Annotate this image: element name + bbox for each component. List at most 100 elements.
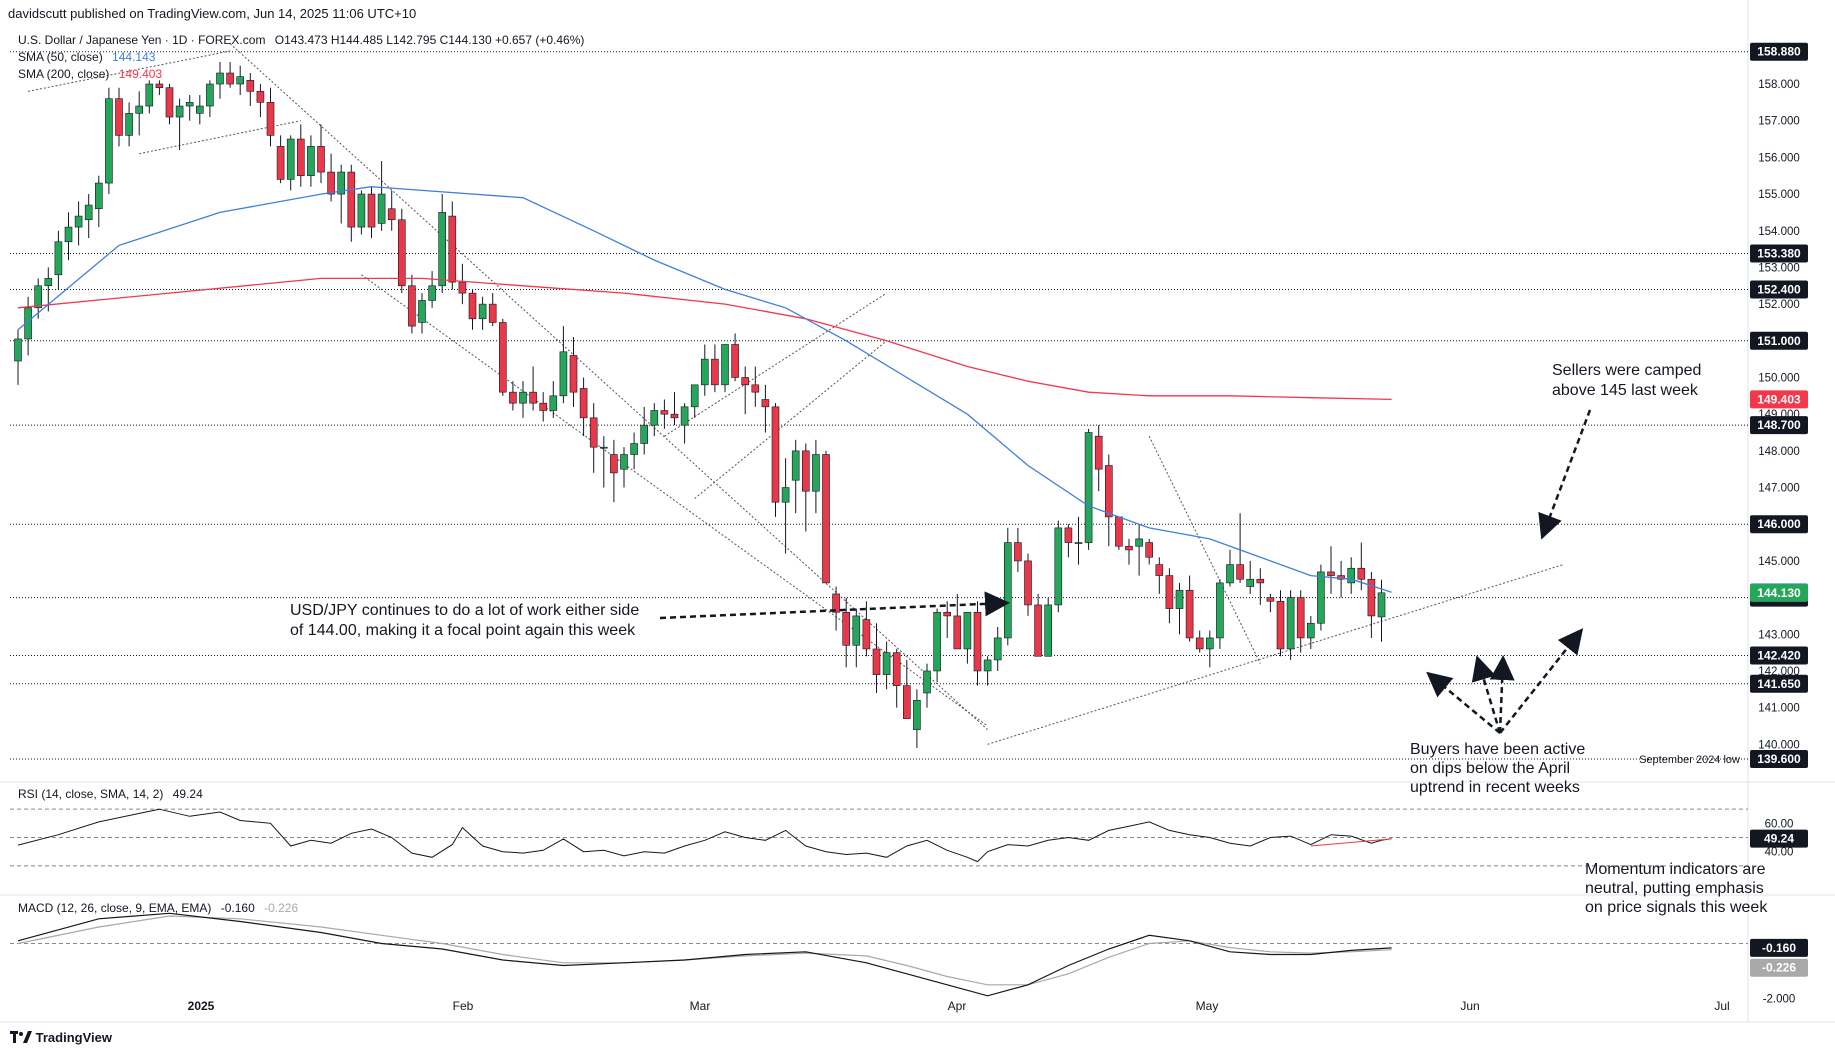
sma50-name: SMA (50, close)	[18, 50, 103, 64]
candle-body	[206, 83, 214, 107]
candle-body	[963, 611, 972, 650]
candle-body	[1246, 578, 1254, 587]
annotation-line: Sellers were camped	[1552, 362, 1701, 379]
macd-pane: -2.000 -0.160 -0.226	[10, 912, 1808, 1006]
candle-body	[307, 146, 315, 177]
candle-body	[983, 659, 992, 672]
candle-body	[1084, 432, 1093, 543]
candle-body	[721, 344, 729, 386]
annotation-line: of 144.00, making it a focal point again…	[290, 622, 636, 639]
level-label-bg	[1750, 646, 1808, 665]
sma200-value: 149.403	[118, 67, 163, 81]
candle-body	[408, 285, 416, 327]
macd-value-label: -0.160	[1762, 941, 1796, 955]
candle-body	[1165, 575, 1174, 609]
macd-value-bg	[1750, 938, 1808, 957]
candle-body	[1276, 600, 1285, 650]
macd-legend[interactable]: MACD (12, 26, close, 9, EMA, EMA) -0.160…	[18, 901, 298, 915]
candle-body	[216, 72, 224, 85]
macd-signal-legend-value: -0.226	[264, 901, 299, 915]
candle-body	[1064, 527, 1073, 543]
level-label-bg	[1750, 280, 1808, 299]
price-tick: 141.000	[1758, 703, 1800, 715]
symbol-title: U.S. Dollar / Japanese Yen · 1D · FOREX.…	[18, 33, 266, 47]
rsi-value-label: 49.24	[1764, 832, 1794, 846]
trendline	[1148, 435, 1261, 664]
candle-body	[751, 384, 760, 393]
level-label-bg	[1750, 515, 1808, 534]
candle-body	[953, 615, 962, 650]
publish-header: davidscutt published on TradingView.com,…	[8, 6, 417, 21]
trendline	[664, 292, 887, 437]
candle-body	[882, 652, 891, 675]
candle-body	[387, 208, 396, 221]
candle-body	[1003, 542, 1012, 639]
candle-body	[933, 611, 941, 672]
candle-body	[973, 611, 982, 672]
sma50-value: 144.143	[112, 50, 156, 64]
candle-body	[1317, 571, 1325, 624]
candle-body	[115, 98, 123, 136]
trendline	[694, 340, 887, 499]
candle-body	[347, 171, 356, 228]
candle-body	[741, 377, 750, 386]
candle-body	[862, 619, 871, 650]
sma200-legend[interactable]: SMA (200, close) 149.403	[18, 67, 162, 81]
price-tick: 152.000	[1758, 299, 1800, 311]
annotation-arrow	[1499, 628, 1584, 734]
candle-body	[509, 391, 517, 404]
candle-body	[1115, 516, 1123, 547]
candle-body	[579, 388, 588, 419]
candle-body	[196, 105, 204, 114]
candle-body	[519, 391, 527, 404]
sma200-name: SMA (200, close)	[18, 67, 110, 81]
rsi-legend[interactable]: RSI (14, close, SMA, 14, 2) 49.24	[18, 787, 203, 801]
candle-body	[610, 454, 618, 474]
macd-name: MACD (12, 26, close, 9, EMA, EMA)	[18, 901, 212, 915]
time-tick: Feb	[453, 999, 474, 1013]
candle-body	[54, 241, 63, 276]
candle-body	[1236, 564, 1244, 580]
candle-body	[135, 105, 143, 114]
price-tick: 149.000	[1758, 409, 1800, 421]
annotation-arrow	[1489, 655, 1515, 734]
candle-body	[761, 399, 770, 408]
annotations: September 2024 low USD/JPY continues to d…	[290, 362, 1768, 916]
candle-body	[1357, 567, 1366, 580]
candle-body	[559, 351, 568, 397]
tradingview-brand[interactable]: TradingView	[10, 1030, 112, 1045]
september-low-note: September 2024 low	[1639, 754, 1740, 766]
annotation-arrow	[1471, 655, 1502, 734]
candle-body	[812, 454, 820, 492]
candle-body	[1347, 567, 1355, 584]
candle-body	[438, 212, 447, 287]
annotation-line: neutral, putting emphasis	[1585, 880, 1764, 897]
sma50-legend[interactable]: SMA (50, close) 144.143	[18, 50, 155, 64]
level-label: 141.650	[1757, 677, 1801, 691]
candle-body	[1307, 622, 1315, 639]
value-label-bg	[1750, 583, 1808, 602]
rsi-value-bg	[1750, 829, 1808, 848]
trendline	[139, 120, 301, 155]
candle-body	[44, 278, 53, 287]
candle-body	[640, 424, 649, 444]
candle-body	[34, 285, 43, 309]
candle-body	[64, 226, 73, 243]
time-tick: May	[1196, 999, 1219, 1013]
candle-body	[1226, 564, 1234, 584]
symbol-legend: U.S. Dollar / Japanese Yen · 1D · FOREX.…	[18, 33, 584, 47]
candle-body	[296, 138, 305, 177]
candle-body	[549, 395, 558, 411]
moving-averages	[17, 186, 1392, 593]
rsi-name: RSI (14, close, SMA, 14, 2)	[18, 787, 164, 801]
candle-body	[620, 454, 628, 470]
candle-body	[902, 685, 911, 719]
level-label: 153.380	[1757, 246, 1801, 260]
candle-body	[872, 648, 881, 675]
time-tick: Jun	[1460, 999, 1479, 1013]
annotation-line: Buyers have been active	[1410, 741, 1585, 758]
candle-body	[84, 204, 93, 221]
candle-body	[711, 358, 719, 386]
candle-body	[14, 338, 22, 362]
